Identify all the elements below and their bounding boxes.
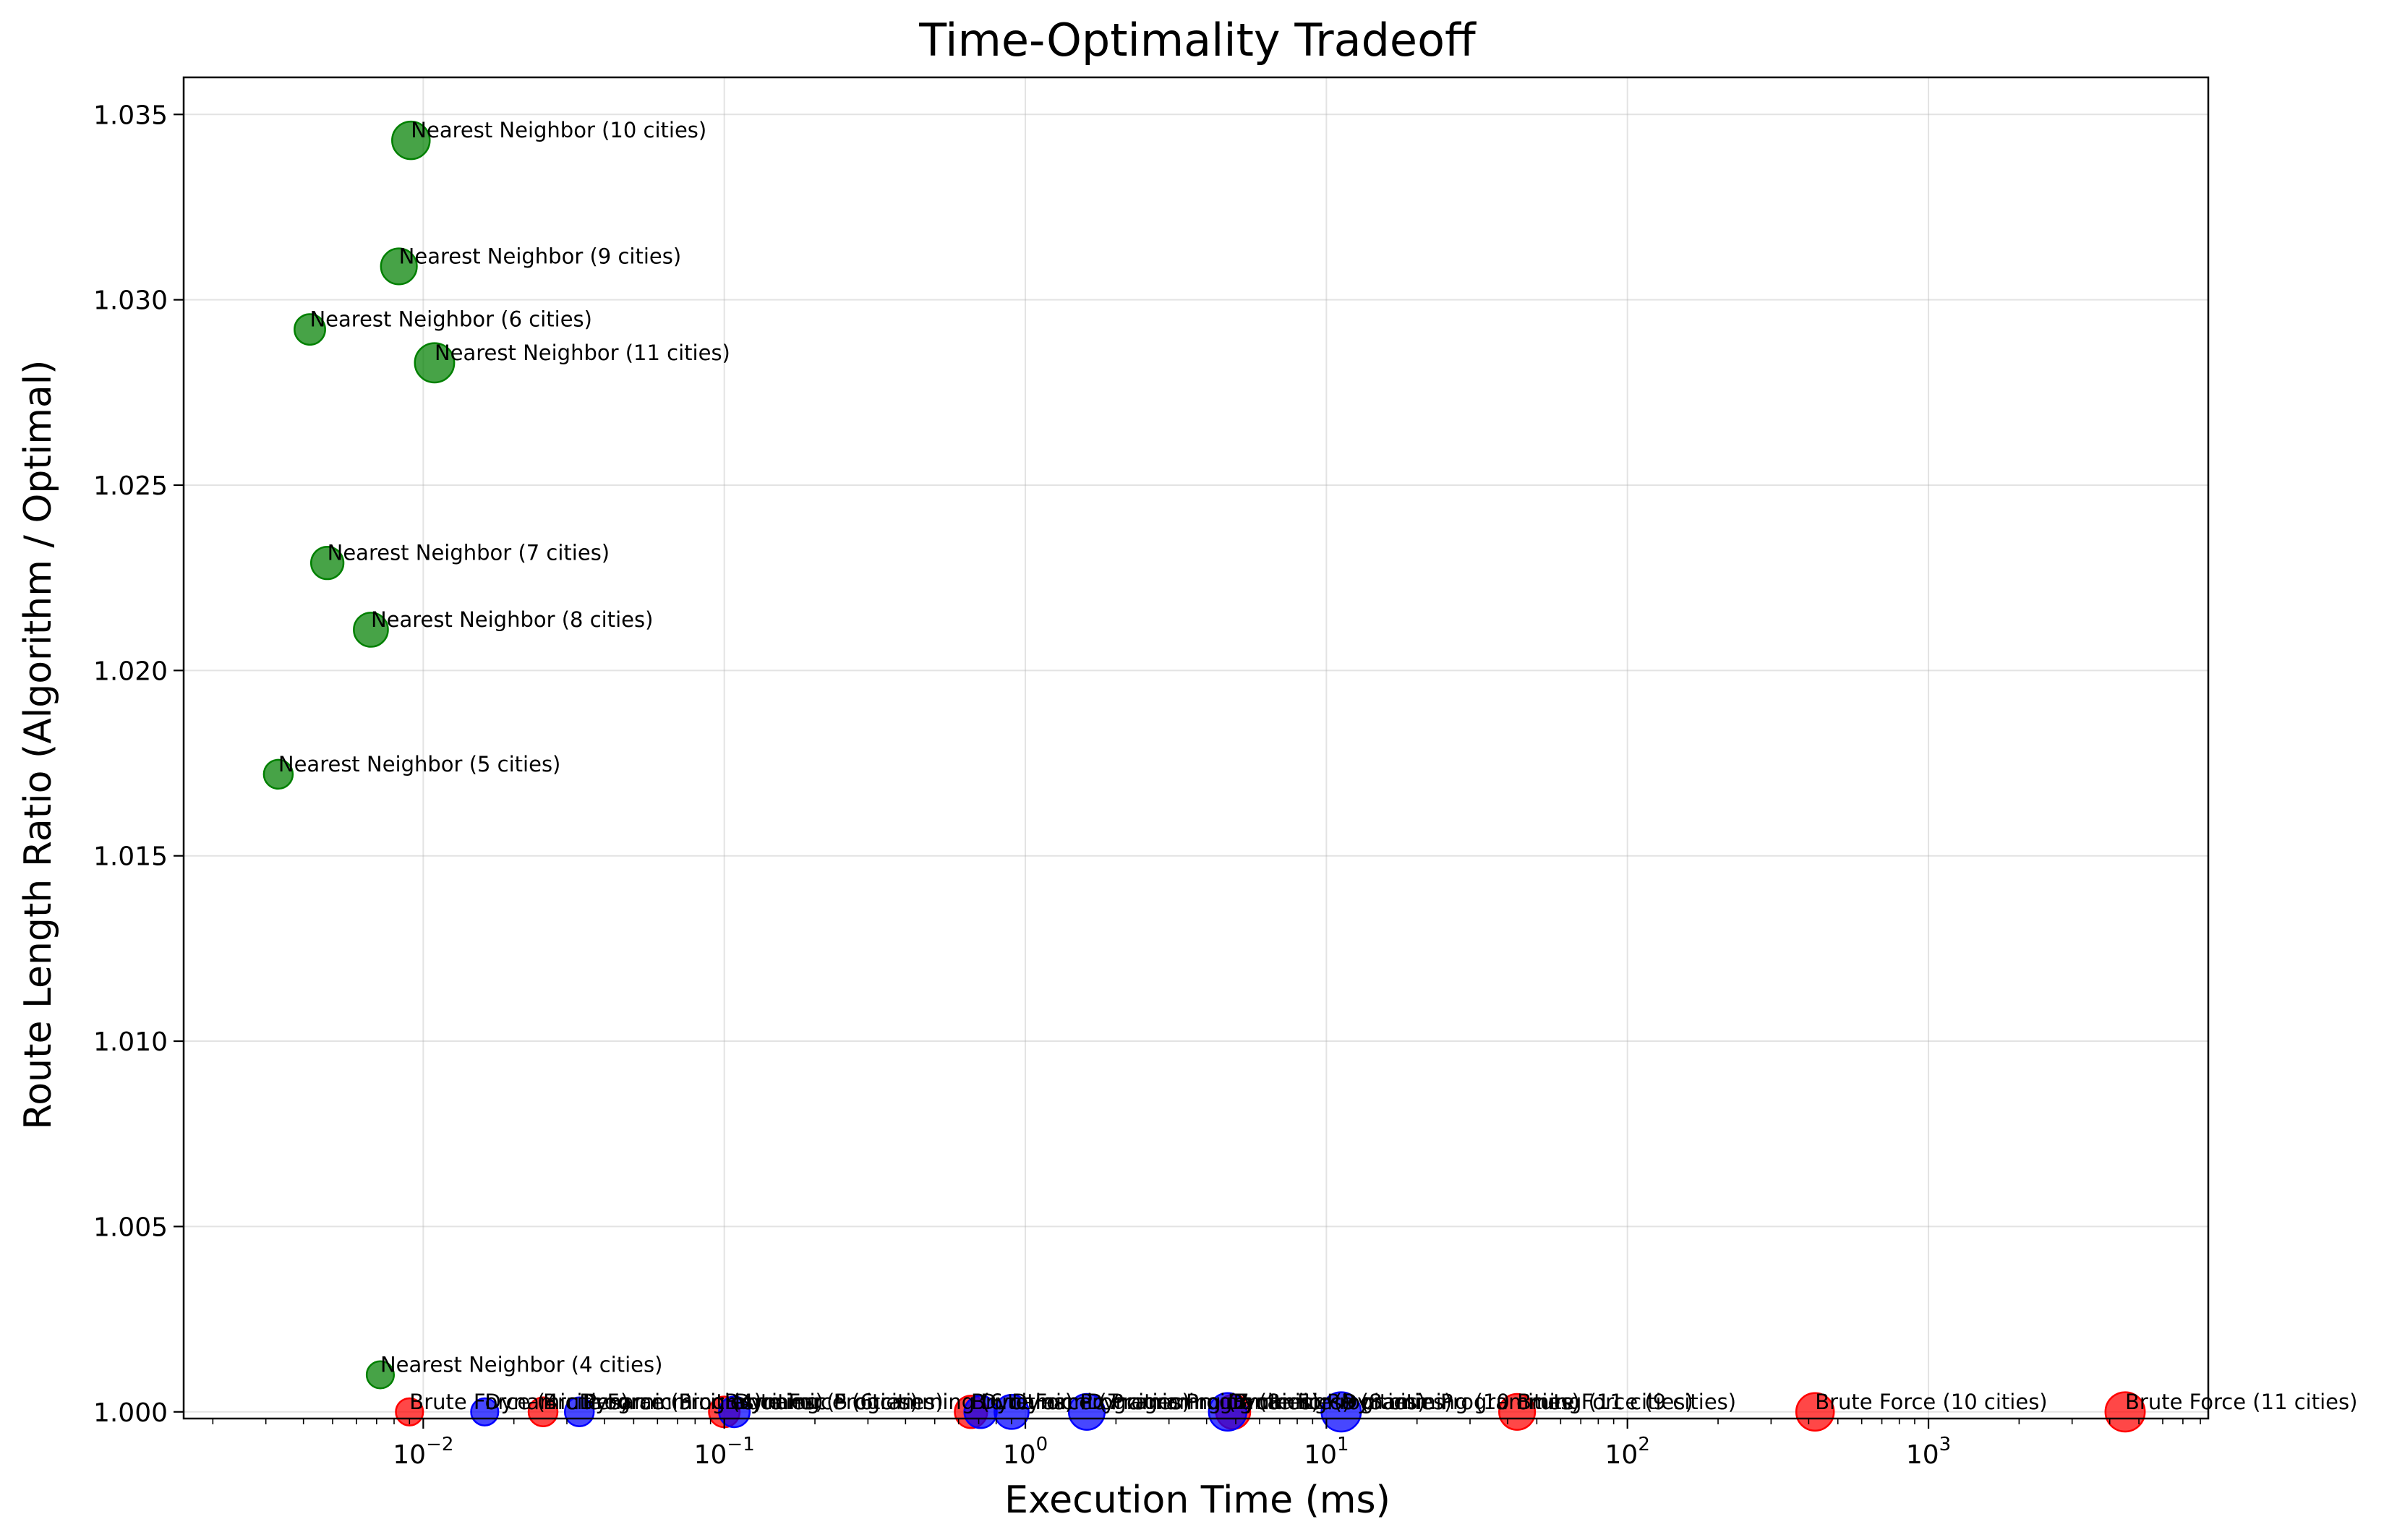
data-point [391,120,431,161]
x-tick-label: 10−1 [694,1434,755,1470]
x-axis-label: Execution Time (ms) [1004,1479,1390,1522]
data-point [1067,1393,1106,1431]
data-point-label: Brute Force (9 cities) [1517,1390,1736,1414]
data-point [365,1360,396,1390]
data-point-label: Nearest Neighbor (6 cities) [309,307,591,332]
data-point [414,342,456,384]
data-point [262,758,294,790]
data-point [309,546,345,581]
ticks-layer: 10−2 10−1 100 101 102 103 1.000 1.005 1.010 1.015… [93,100,2201,1470]
data-point-label: Brute Force (6 cities) [725,1390,944,1414]
data-point-label: Brute Force (7 cities) [971,1390,1190,1414]
data-point-label: Brute Force (10 cities) [1815,1390,2047,1414]
data-point [353,612,389,648]
data-point-label: Brute Force (8 cities) [1233,1390,1452,1414]
data-point-label: Dynamic Programming (6 cities) [735,1390,1073,1414]
y-tick-label: 1.035 [93,100,168,130]
data-point-label: Nearest Neighbor (4 cities) [380,1352,662,1377]
y-axis-label: Route Length Ratio (Algorithm / Optimal) [17,360,60,1130]
data-point [380,247,418,286]
data-point-label: Dynamic Programming (5 cities) [579,1390,918,1414]
data-point [1320,1391,1362,1433]
data-point [718,1395,751,1429]
points-layer [262,120,2146,1433]
data-point-label: Dynamic Programming (11 cities) [1341,1390,1693,1414]
x-tick-label: 100 [1003,1434,1048,1470]
data-point-label: Dynamic Programming (7 cities) [980,1390,1319,1414]
data-point-label: Dynamic Programming (9 cities) [1087,1390,1425,1414]
y-tick-label: 1.015 [93,842,168,872]
data-point-label: Brute Force (11 cities) [2125,1390,2357,1414]
data-point-label: Dynamic Programming (4 cities) [484,1390,823,1414]
data-point-label: Nearest Neighbor (5 cities) [278,752,560,777]
y-tick-label: 1.005 [93,1212,168,1242]
y-tick-label: 1.020 [93,656,168,686]
data-point-label: Nearest Neighbor (10 cities) [411,118,706,142]
x-tick-label: 102 [1605,1434,1650,1470]
data-point-label: Nearest Neighbor (7 cities) [328,541,610,565]
data-point [2104,1391,2146,1433]
data-point-label: Brute Force (4 cities) [409,1390,628,1414]
data-point-label: Nearest Neighbor (9 cities) [399,244,681,268]
y-tick-label: 1.000 [93,1398,168,1428]
y-tick-label: 1.030 [93,286,168,316]
data-point [1795,1392,1835,1432]
x-tick-label: 103 [1906,1434,1951,1470]
data-point-label: Dynamic Programming (10 cities) [1228,1390,1580,1414]
grid-layer [184,77,2208,1419]
data-point-label: Nearest Neighbor (11 cities) [435,341,730,365]
chart-title: Time-Optimality Tradeoff [918,14,1477,67]
x-tick-label: 10−2 [393,1434,453,1470]
data-point [294,313,326,346]
data-point [994,1393,1030,1430]
y-tick-label: 1.025 [93,471,168,501]
data-point-label: Brute Force (5 cities) [543,1390,762,1414]
y-tick-label: 1.010 [93,1027,168,1057]
x-tick-label: 101 [1304,1434,1349,1470]
data-point-label: Nearest Neighbor (8 cities) [371,607,653,632]
point-labels-layer: Nearest Neighbor (4 cities) Nearest Neigh… [278,118,2358,1414]
data-point-label: Dynamic Programming (8 cities) [1012,1390,1350,1414]
plot-frame [182,76,2210,1420]
data-point [1208,1392,1248,1432]
